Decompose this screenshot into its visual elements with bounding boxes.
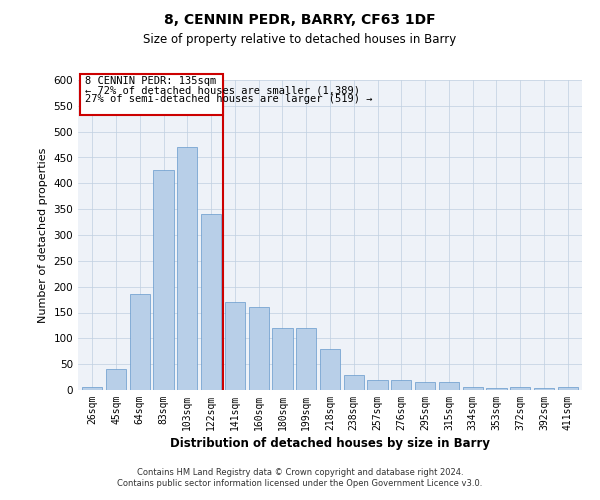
- Bar: [80, 74, 223, 114]
- Text: Contains HM Land Registry data © Crown copyright and database right 2024.
Contai: Contains HM Land Registry data © Crown c…: [118, 468, 482, 487]
- Bar: [391, 380, 412, 390]
- Bar: [557, 388, 578, 390]
- Bar: [130, 294, 150, 390]
- Text: Size of property relative to detached houses in Barry: Size of property relative to detached ho…: [143, 32, 457, 46]
- Bar: [463, 388, 483, 390]
- Bar: [201, 214, 221, 390]
- Text: 8 CENNIN PEDR: 135sqm: 8 CENNIN PEDR: 135sqm: [85, 76, 217, 86]
- Bar: [439, 382, 459, 390]
- Bar: [415, 382, 435, 390]
- Text: 27% of semi-detached houses are larger (519) →: 27% of semi-detached houses are larger (…: [85, 94, 373, 104]
- Y-axis label: Number of detached properties: Number of detached properties: [38, 148, 48, 322]
- Bar: [367, 380, 388, 390]
- Bar: [320, 348, 340, 390]
- Bar: [154, 170, 173, 390]
- X-axis label: Distribution of detached houses by size in Barry: Distribution of detached houses by size …: [170, 437, 490, 450]
- Text: ← 72% of detached houses are smaller (1,389): ← 72% of detached houses are smaller (1,…: [85, 85, 360, 95]
- Bar: [82, 388, 103, 390]
- Bar: [510, 388, 530, 390]
- Bar: [177, 147, 197, 390]
- Text: 8, CENNIN PEDR, BARRY, CF63 1DF: 8, CENNIN PEDR, BARRY, CF63 1DF: [164, 12, 436, 26]
- Bar: [344, 374, 364, 390]
- Bar: [487, 388, 506, 390]
- Bar: [534, 388, 554, 390]
- Bar: [225, 302, 245, 390]
- Bar: [272, 328, 293, 390]
- Bar: [106, 370, 126, 390]
- Bar: [248, 308, 269, 390]
- Bar: [296, 328, 316, 390]
